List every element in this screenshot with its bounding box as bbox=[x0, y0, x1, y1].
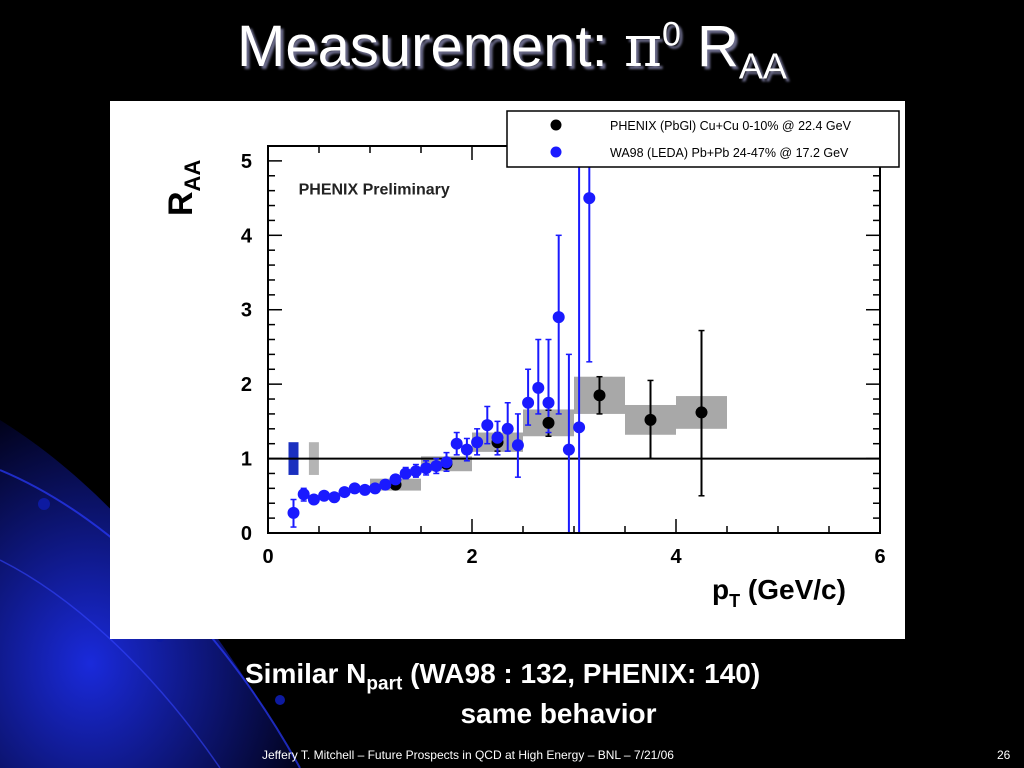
wa98-point-7 bbox=[358, 483, 371, 496]
wa98-point-17 bbox=[460, 443, 473, 456]
wa98-legend-marker bbox=[550, 146, 562, 158]
phenix-legend-marker bbox=[550, 119, 562, 131]
wa98-point-1 bbox=[297, 488, 310, 501]
wa98-point-24 bbox=[532, 381, 545, 394]
wa98-point-22 bbox=[511, 439, 524, 452]
wa98-point-9 bbox=[379, 478, 392, 491]
x-tick-label-6: 6 bbox=[874, 546, 885, 568]
wa98-point-27 bbox=[562, 443, 575, 456]
raa-chart: 0 2 4 6 0 1 2 3 4 5 PHENIX Preliminary RAA pT (Ge… bbox=[162, 110, 900, 611]
wa98-point-5 bbox=[338, 486, 351, 499]
wa98-point-16 bbox=[450, 437, 463, 450]
x-axis-label: pT (GeV/c) bbox=[712, 574, 846, 611]
chart-legend: PHENIX (PbGl) Cu+Cu 0-10% @ 22.4 GeV WA98… bbox=[506, 110, 900, 168]
phenix-preliminary-label: PHENIX Preliminary bbox=[299, 181, 450, 198]
phenix-point-4 bbox=[593, 389, 606, 402]
y-tick-label-2: 2 bbox=[241, 374, 252, 396]
wa98-point-18 bbox=[471, 436, 484, 449]
wa98-point-3 bbox=[318, 489, 331, 502]
wa98-point-10 bbox=[389, 473, 402, 486]
data-points bbox=[287, 192, 708, 519]
x-tick-label-4: 4 bbox=[670, 546, 682, 568]
pi-symbol: π bbox=[623, 12, 662, 80]
x-tick-label-2: 2 bbox=[466, 546, 477, 568]
wa98-point-28 bbox=[573, 421, 586, 434]
y-tick-label-4: 4 bbox=[241, 225, 253, 247]
caption-line-2: same behavior bbox=[460, 698, 657, 729]
y-tick-label-1: 1 bbox=[241, 449, 252, 471]
wa98-point-15 bbox=[440, 456, 453, 469]
y-tick-label-3: 3 bbox=[241, 300, 252, 322]
wa98-point-26 bbox=[552, 311, 565, 324]
phenix-point-3 bbox=[542, 416, 555, 429]
wa98-point-20 bbox=[491, 431, 504, 444]
caption-line-1: Similar Npart (WA98 : 132, PHENIX: 140) bbox=[245, 658, 761, 695]
wa98-point-2 bbox=[307, 493, 320, 506]
wa98-point-12 bbox=[409, 465, 422, 478]
page-number: 26 bbox=[997, 748, 1011, 762]
wa98-point-6 bbox=[348, 482, 361, 495]
wa98-point-23 bbox=[522, 396, 535, 409]
y-tick-label-5: 5 bbox=[241, 151, 252, 173]
slide-title: Measurement: π0 RAA bbox=[237, 12, 787, 87]
wa98-point-21 bbox=[501, 422, 514, 435]
phenix-legend-label: PHENIX (PbGl) Cu+Cu 0-10% @ 22.4 GeV bbox=[610, 119, 852, 133]
error-bars bbox=[290, 145, 705, 534]
wa98-legend-label: WA98 (LEDA) Pb+Pb 24-47% @ 17.2 GeV bbox=[610, 146, 849, 160]
wa98-point-13 bbox=[420, 462, 433, 475]
wa98-point-14 bbox=[430, 460, 443, 473]
wa98-point-0 bbox=[287, 506, 300, 519]
x-tick-label-0: 0 bbox=[262, 546, 273, 568]
wa98-point-4 bbox=[328, 491, 341, 504]
chart-panel: 0 2 4 6 0 1 2 3 4 5 PHENIX Preliminary RAA pT (Ge… bbox=[110, 101, 905, 639]
wa98-point-25 bbox=[542, 396, 555, 409]
wa98-point-19 bbox=[481, 419, 494, 432]
phenix-point-5 bbox=[644, 413, 657, 426]
plot-frame bbox=[267, 145, 881, 534]
y-tick-label-0: 0 bbox=[241, 523, 252, 545]
phenix-point-6 bbox=[695, 406, 708, 419]
wa98-point-29 bbox=[583, 192, 596, 205]
legend-box bbox=[506, 110, 900, 168]
wa98-point-8 bbox=[369, 482, 382, 495]
axis-ticks: 0 2 4 6 0 1 2 3 4 5 bbox=[241, 146, 886, 568]
wa98-point-11 bbox=[399, 467, 412, 480]
footer-credit: Jeffery T. Mitchell – Future Prospects i… bbox=[262, 748, 674, 762]
y-axis-label: RAA bbox=[162, 160, 205, 216]
